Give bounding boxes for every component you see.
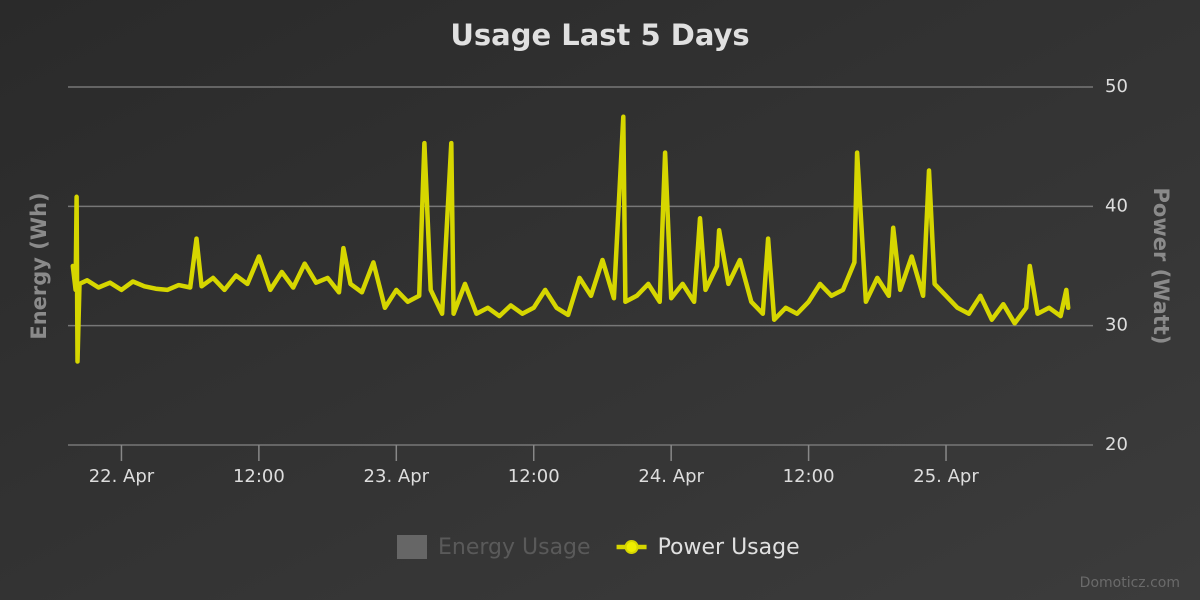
chart-title: Usage Last 5 Days — [450, 18, 749, 52]
x-tick-label: 23. Apr — [364, 466, 430, 487]
legend-symbol[interactable] — [397, 535, 427, 559]
y2-tick-label: 40 — [1105, 195, 1128, 216]
y2-tick-label: 30 — [1105, 315, 1128, 336]
x-tick-label: 22. Apr — [89, 466, 155, 487]
legend-label[interactable]: Power Usage — [658, 535, 800, 560]
power-line — [70, 114, 1071, 364]
y2-tick-label: 50 — [1105, 76, 1128, 97]
x-tick-label: 24. Apr — [638, 466, 704, 487]
x-tick-label: 12:00 — [233, 466, 285, 487]
legend-label[interactable]: Energy Usage — [438, 535, 591, 560]
y2-axis-title: Power (Watt) — [1149, 188, 1173, 345]
y2-tick-label: 20 — [1105, 434, 1128, 455]
credits[interactable]: Domoticz.com — [1080, 575, 1180, 591]
x-tick-label: 25. Apr — [913, 466, 979, 487]
x-tick-label: 12:00 — [508, 466, 560, 487]
x-tick-label: 12:00 — [783, 466, 835, 487]
legend-symbol[interactable] — [624, 540, 639, 554]
y-axis-title: Energy (Wh) — [27, 192, 51, 339]
